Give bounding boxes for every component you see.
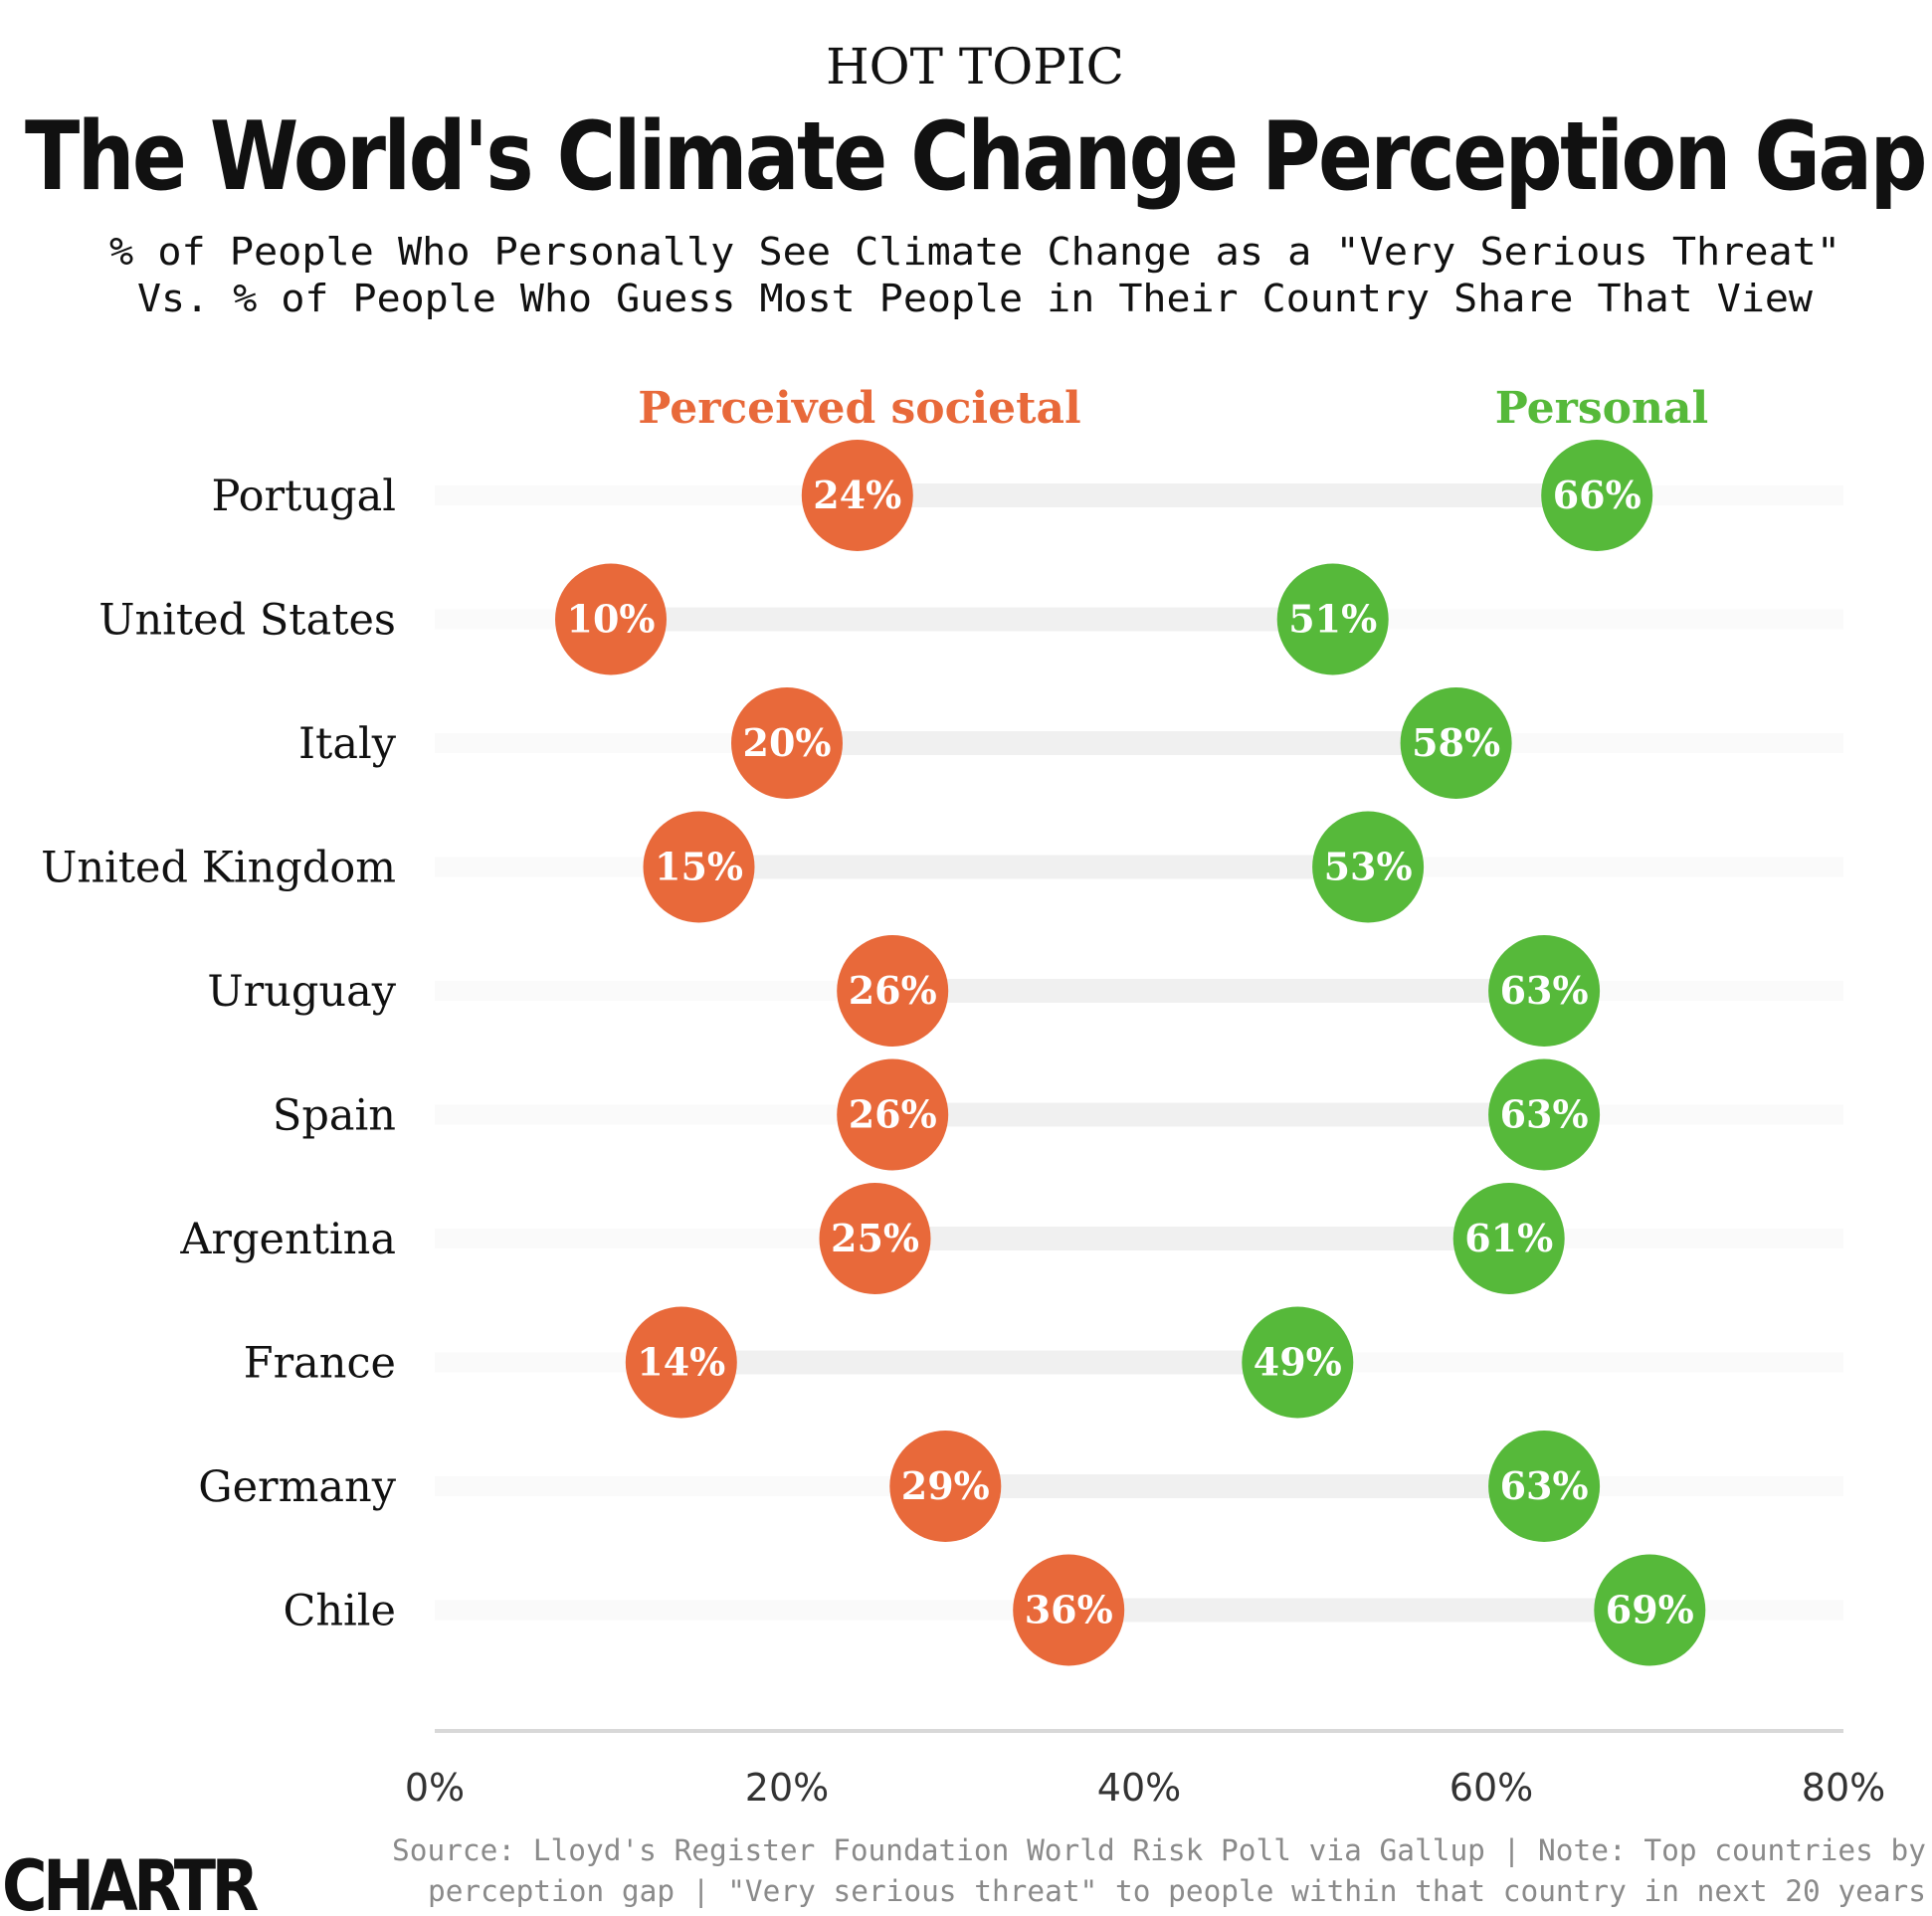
gap-track <box>892 1102 1545 1127</box>
societal-value-label: 29% <box>901 1463 990 1508</box>
legend-personal: Personal <box>1495 383 1708 434</box>
gap-track <box>787 731 1456 755</box>
country-label: Spain <box>273 1091 396 1141</box>
societal-dot <box>889 1431 1002 1542</box>
legend-perceived-societal: Perceived societal <box>638 383 1080 434</box>
personal-dot <box>1541 440 1653 551</box>
personal-value-label: 58% <box>1412 720 1500 765</box>
societal-dot <box>625 1306 737 1419</box>
chartr-logo: CHARTR <box>2 1845 259 1916</box>
source-line-1: Source: Lloyd's Register Foundation Worl… <box>392 1833 1926 1867</box>
societal-dot <box>1013 1554 1125 1666</box>
personal-value-label: 61% <box>1464 1216 1553 1260</box>
societal-value-label: 20% <box>743 720 832 765</box>
x-tick-label: 40% <box>1097 1766 1181 1810</box>
societal-dot <box>555 563 667 675</box>
personal-value-label: 63% <box>1500 1092 1589 1137</box>
personal-dot <box>1312 811 1425 923</box>
chart-subtitle-line-1: % of People Who Personally See Climate C… <box>109 230 1840 274</box>
country-label: Italy <box>298 719 397 769</box>
societal-value-label: 26% <box>849 1092 937 1137</box>
chart-rows: Portugal 24% 66% United States 10% 51% Italy 20… <box>41 440 1843 1666</box>
societal-value-label: 24% <box>813 473 901 517</box>
country-label: Chile <box>283 1587 396 1636</box>
societal-dot <box>731 687 843 799</box>
gap-track <box>892 979 1545 1003</box>
row-chile: Chile 36% 69% <box>283 1554 1843 1666</box>
x-tick-label: 0% <box>405 1766 465 1810</box>
source-line-2: perception gap | "Very serious threat" t… <box>428 1874 1926 1908</box>
personal-value-label: 69% <box>1606 1588 1694 1632</box>
chart-kicker: HOT TOPIC <box>826 38 1124 96</box>
societal-value-label: 36% <box>1025 1588 1113 1632</box>
row-spain: Spain 26% 63% <box>273 1058 1843 1171</box>
societal-value-label: 14% <box>637 1340 725 1385</box>
gap-track <box>874 1227 1509 1250</box>
country-label: Germany <box>198 1462 396 1512</box>
societal-value-label: 25% <box>831 1216 919 1260</box>
row-portugal: Portugal 24% 66% <box>211 440 1843 551</box>
x-tick-label: 20% <box>745 1766 829 1810</box>
personal-dot <box>1242 1306 1354 1419</box>
row-germany: Germany 29% 63% <box>198 1431 1843 1542</box>
row-italy: Italy 20% 58% <box>298 687 1843 799</box>
gap-track <box>698 855 1369 879</box>
societal-dot <box>837 1058 949 1171</box>
personal-value-label: 63% <box>1500 1463 1589 1508</box>
personal-dot <box>1594 1554 1706 1666</box>
societal-value-label: 15% <box>655 845 743 889</box>
country-label: Portugal <box>211 472 396 521</box>
societal-dot <box>801 440 913 551</box>
personal-dot <box>1400 687 1512 799</box>
gap-track <box>945 1474 1545 1498</box>
personal-value-label: 66% <box>1553 473 1642 517</box>
societal-dot <box>837 935 949 1047</box>
personal-dot <box>1276 563 1389 675</box>
country-label: France <box>244 1339 396 1389</box>
x-axis-line <box>435 1729 1843 1733</box>
row-united-kingdom: United Kingdom 15% 53% <box>41 811 1843 923</box>
personal-dot <box>1488 1431 1601 1542</box>
societal-value-label: 10% <box>567 597 656 642</box>
row-france: France 14% 49% <box>244 1306 1843 1419</box>
row-argentina: Argentina 25% 61% <box>179 1183 1843 1294</box>
chart-subtitle-line-2: Vs. % of People Who Guess Most People in… <box>137 277 1813 320</box>
chart-title: The World's Climate Change Perception Ga… <box>25 102 1925 212</box>
societal-dot <box>819 1183 931 1294</box>
personal-dot <box>1488 1058 1601 1171</box>
personal-value-label: 51% <box>1288 597 1377 642</box>
societal-value-label: 26% <box>849 968 937 1013</box>
societal-dot <box>643 811 755 923</box>
country-label: United Kingdom <box>41 844 396 893</box>
country-label: Uruguay <box>207 967 396 1017</box>
personal-dot <box>1488 935 1601 1047</box>
personal-value-label: 53% <box>1324 845 1413 889</box>
gap-track <box>680 1350 1298 1375</box>
gap-track <box>857 483 1598 507</box>
x-tick-label: 80% <box>1802 1766 1885 1810</box>
row-uruguay: Uruguay 26% 63% <box>207 935 1843 1047</box>
x-axis: 0% 20% 40% 60% 80% <box>405 1729 1885 1810</box>
x-tick-label: 60% <box>1449 1766 1533 1810</box>
country-label: United States <box>98 596 396 646</box>
personal-dot <box>1452 1183 1565 1294</box>
row-united-states: United States 10% 51% <box>98 563 1843 675</box>
country-label: Argentina <box>179 1215 396 1264</box>
personal-value-label: 63% <box>1500 968 1589 1013</box>
gap-track <box>611 607 1333 632</box>
gap-track <box>1068 1598 1650 1623</box>
personal-value-label: 49% <box>1254 1340 1342 1385</box>
